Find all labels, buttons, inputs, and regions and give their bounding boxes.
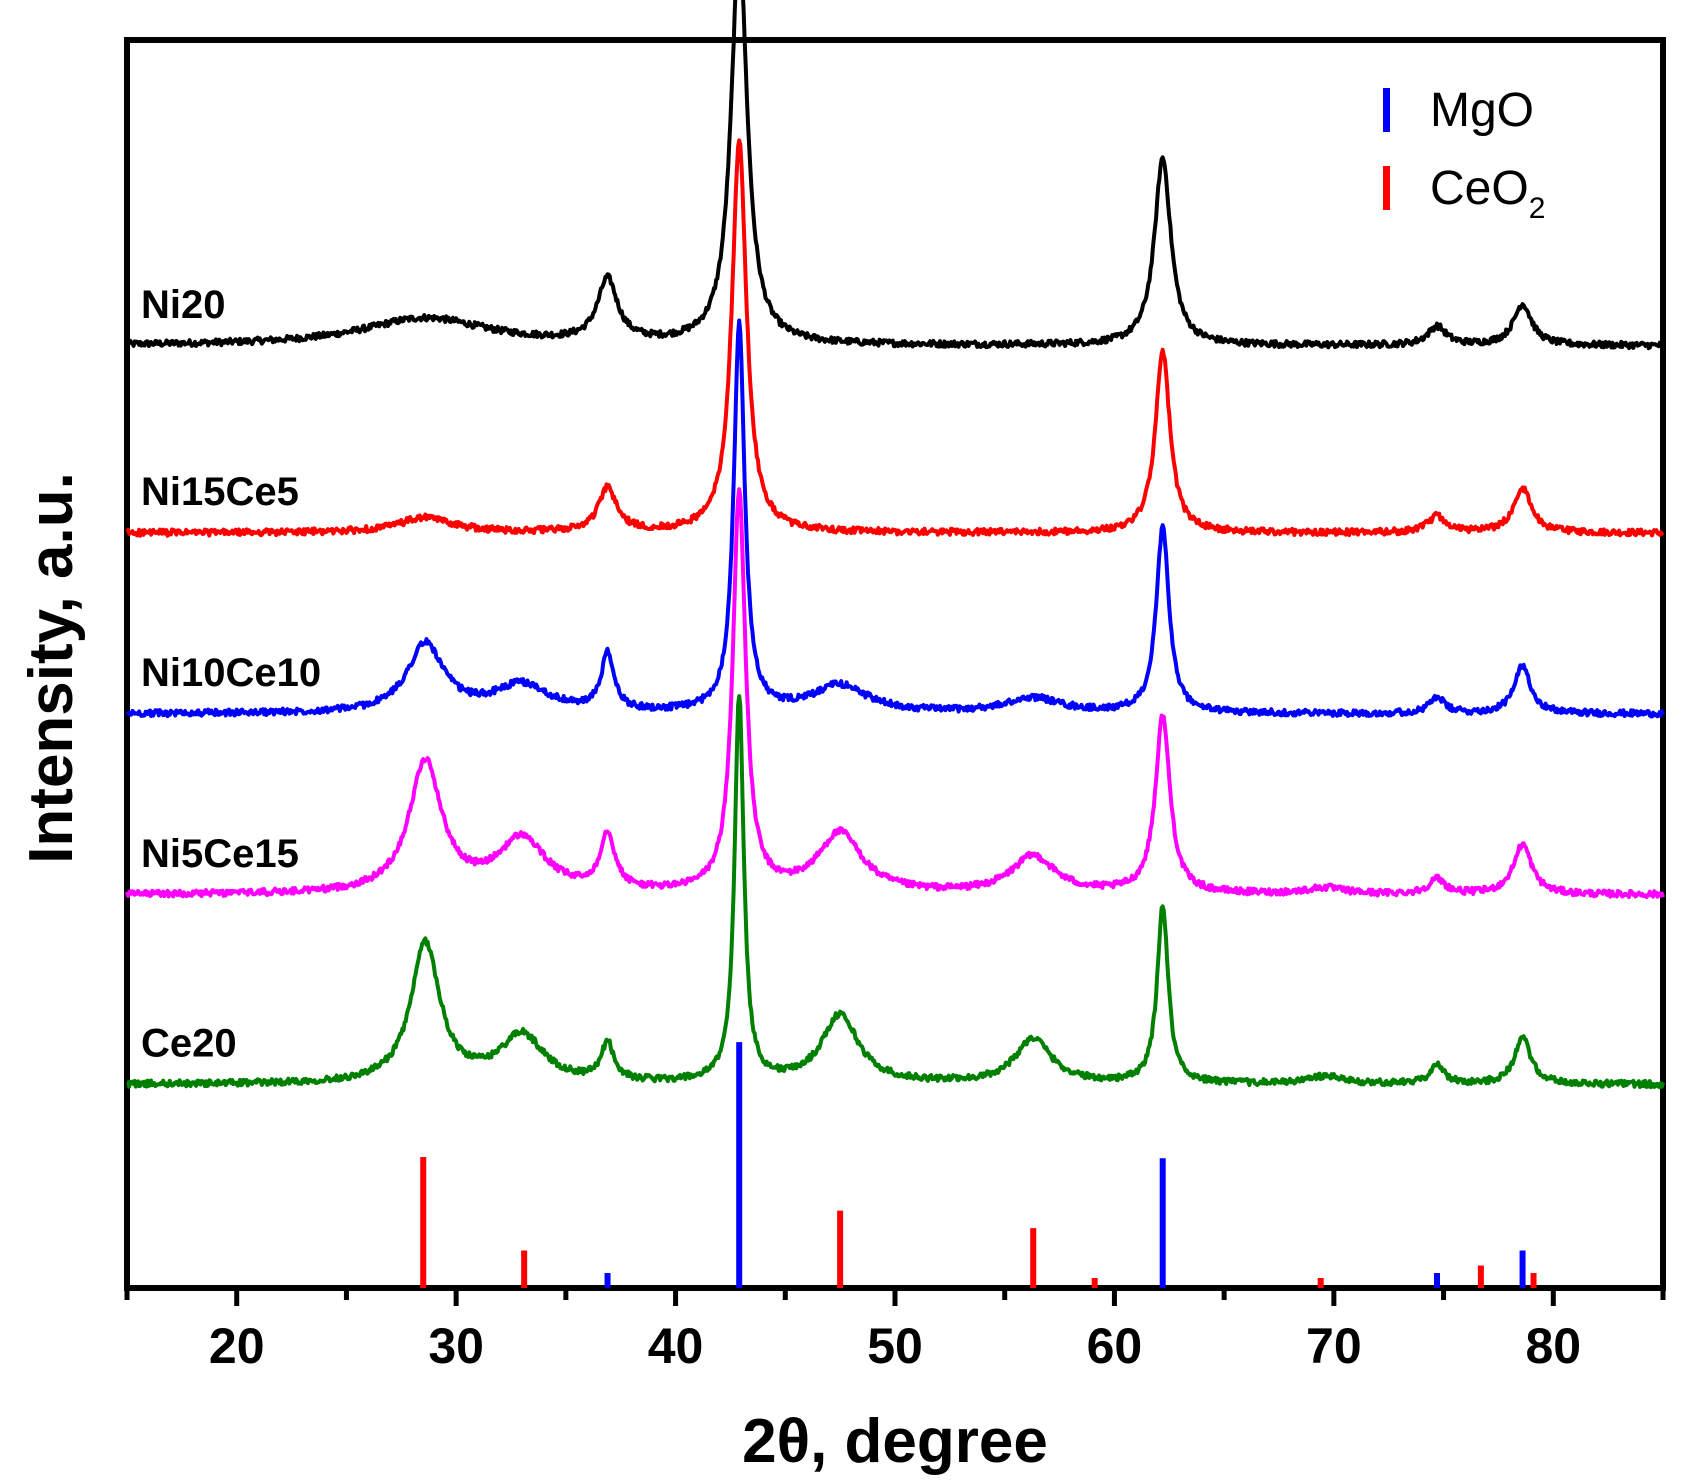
series-label-ni10ce10: Ni10Ce10: [141, 651, 321, 695]
series-line-ce20: [126, 694, 1665, 1090]
series-group: [125, 0, 1665, 1090]
x-tick-label: 50: [867, 1318, 923, 1374]
legend-label-ceo2-main: CeO: [1430, 162, 1529, 215]
x-tick-label: 70: [1306, 1318, 1362, 1374]
series-line-ni10ce10: [125, 318, 1665, 719]
x-axis-title: 2θ, degree: [742, 1407, 1048, 1476]
series-labels: Ni20 Ni15Ce5 Ni10Ce10 Ni5Ce15 Ce20: [141, 283, 321, 1066]
series-label-ni15ce5: Ni15Ce5: [141, 470, 299, 514]
series-line-ni5ce15: [125, 487, 1665, 900]
x-tick-label: 40: [648, 1318, 704, 1374]
legend-label-ceo2: CeO2: [1430, 162, 1545, 225]
y-axis-title: Intensity, a.u.: [17, 472, 86, 864]
legend-swatch-mgo: [1383, 88, 1390, 132]
plot-frame: [124, 37, 1666, 1291]
x-tick-label: 30: [428, 1318, 484, 1374]
legend-swatch-ceo2: [1383, 166, 1390, 210]
reference-lines: [420, 1042, 1537, 1288]
legend-label-mgo: MgO: [1430, 84, 1534, 137]
series-label-ce20: Ce20: [141, 1022, 237, 1066]
x-tick-label: 60: [1087, 1318, 1143, 1374]
series-line-ni15ce5: [125, 138, 1665, 538]
series-label-ni20: Ni20: [141, 283, 226, 327]
x-tick-label: 20: [209, 1318, 265, 1374]
series-label-ni5ce15: Ni5Ce15: [141, 832, 299, 876]
legend: MgO CeO2: [1383, 84, 1545, 225]
series-line-ni20: [125, 0, 1664, 351]
x-axis-ticks: 20 30 40 50 60 70 80: [124, 1288, 1666, 1374]
legend-label-ceo2-sub: 2: [1529, 192, 1546, 225]
x-tick-label: 80: [1525, 1318, 1581, 1374]
